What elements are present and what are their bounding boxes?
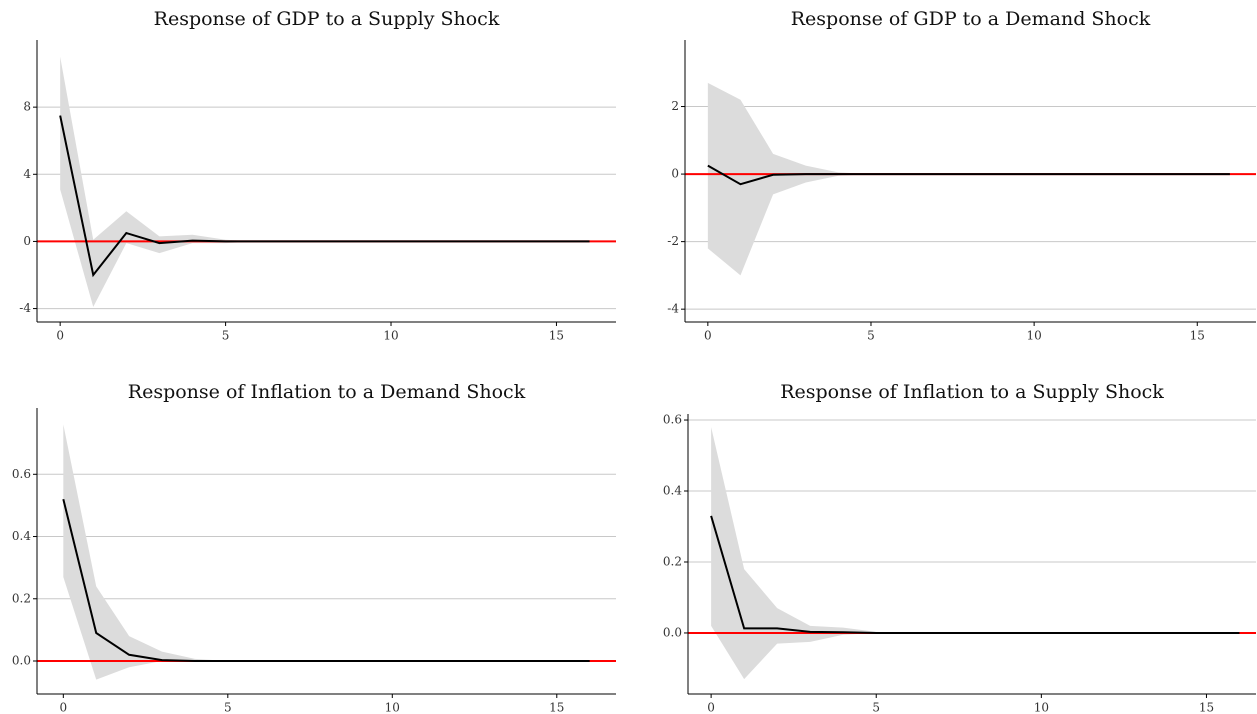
chart-title: Response of GDP to a Demand Shock — [791, 8, 1151, 30]
x-tick-label: 15 — [1199, 701, 1214, 714]
y-tick-label: 0 — [671, 167, 679, 181]
x-tick-label: 5 — [224, 701, 232, 714]
y-tick-label: 0.4 — [12, 529, 31, 543]
x-tick-label: 10 — [1034, 701, 1049, 714]
y-tick-label: 0.6 — [663, 413, 682, 427]
y-tick-label: -4 — [19, 301, 31, 315]
confidence-band — [707, 82, 1230, 276]
response-line — [710, 515, 1240, 634]
y-tick-label: -2 — [667, 234, 679, 248]
response-line — [62, 498, 590, 663]
x-tick-label: 0 — [56, 329, 64, 343]
chart-title: Response of Inflation to a Supply Shock — [780, 381, 1164, 403]
y-tick-label: 0.4 — [663, 484, 682, 498]
y-tick-label: 4 — [23, 167, 31, 181]
x-tick-label: 10 — [383, 329, 398, 343]
y-tick-label: 0.6 — [12, 467, 31, 481]
y-tick-label: 0.0 — [663, 625, 682, 639]
chart-title: Response of GDP to a Supply Shock — [154, 8, 500, 30]
confidence-band — [711, 427, 1240, 680]
x-tick-label: 0 — [59, 701, 67, 714]
x-tick-label: 15 — [1190, 329, 1205, 343]
x-tick-label: 15 — [549, 329, 564, 343]
x-tick-label: 10 — [1026, 329, 1041, 343]
y-tick-label: 0.2 — [663, 554, 682, 568]
y-tick-label: 0.0 — [12, 654, 31, 668]
y-tick-label: -4 — [667, 302, 679, 316]
x-tick-label: 0 — [704, 329, 712, 343]
y-tick-label: 0.2 — [12, 591, 31, 605]
confidence-band — [60, 56, 590, 307]
y-tick-label: 0 — [23, 234, 31, 248]
x-tick-label: 5 — [222, 329, 230, 343]
chart-title: Response of Inflation to a Demand Shock — [128, 381, 526, 403]
response-line — [707, 164, 1230, 186]
y-tick-label: 8 — [23, 100, 31, 114]
y-tick-label: 2 — [671, 99, 679, 113]
x-tick-label: 15 — [549, 701, 564, 714]
confidence-band — [63, 424, 590, 680]
x-tick-label: 5 — [872, 701, 880, 714]
x-tick-label: 0 — [707, 701, 715, 714]
response-line — [59, 115, 590, 278]
x-tick-label: 5 — [867, 329, 875, 343]
x-tick-label: 10 — [385, 701, 400, 714]
